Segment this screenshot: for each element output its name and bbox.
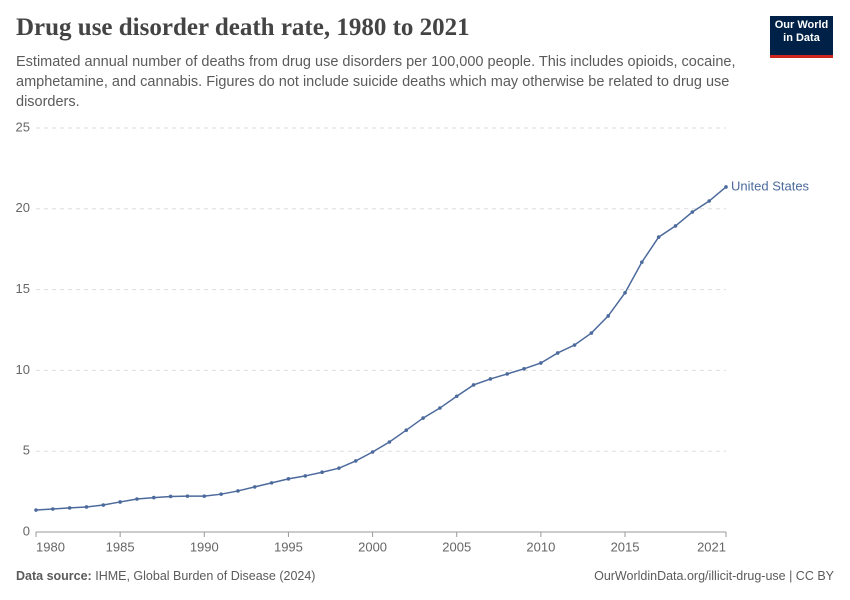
point (219, 492, 223, 496)
point (337, 466, 341, 470)
x-tick-label: 2000 (358, 539, 387, 554)
chart-subtitle: Estimated annual number of deaths from d… (16, 54, 736, 110)
point (606, 314, 610, 318)
point (724, 185, 728, 189)
point (656, 235, 661, 239)
point (303, 474, 308, 478)
point (67, 506, 72, 510)
point (505, 372, 510, 376)
line (35, 186, 727, 511)
point (589, 331, 594, 335)
point (135, 497, 139, 501)
y-tick-label: 10 (16, 362, 30, 377)
point (152, 495, 156, 500)
y-tick-label: 25 (16, 119, 30, 134)
logo-line: Our World (774, 19, 829, 31)
point (640, 260, 644, 264)
x-tick-label: 2015 (611, 539, 640, 554)
point (84, 505, 89, 509)
point (370, 450, 375, 454)
point (236, 489, 240, 493)
y-tick-label: 15 (16, 281, 30, 296)
source: Data source: IHME, Global Burden of Dise… (16, 569, 315, 583)
chart-title: Drug use disorder death rate, 1980 to 20… (16, 14, 470, 41)
point (269, 481, 274, 485)
series-label: United States (731, 178, 810, 193)
y-tick-label: 5 (23, 443, 30, 458)
point (286, 477, 291, 481)
point (673, 224, 678, 228)
point (572, 343, 577, 347)
source-label: Data source: (16, 569, 92, 583)
x-tick-label: 2005 (442, 539, 471, 554)
x-tick-label: 1990 (190, 539, 219, 554)
y-tick-label: 0 (23, 523, 30, 538)
source-text: IHME, Global Burden of Disease (2024) (95, 569, 316, 583)
point (118, 500, 122, 504)
point (51, 507, 55, 511)
x-tick-label: 1995 (274, 539, 303, 554)
point (690, 210, 695, 214)
point (454, 394, 459, 399)
point (353, 459, 358, 463)
point (185, 494, 190, 498)
x-tick-label: 1985 (106, 539, 135, 554)
point (101, 503, 106, 507)
point (522, 366, 526, 371)
url[interactable]: OurWorldinData.org/illicit-drug-use | CC… (594, 569, 834, 583)
point (471, 383, 476, 387)
logo-line: in Data (783, 32, 820, 44)
point (404, 428, 409, 432)
x-tick-label: 2010 (526, 539, 555, 554)
point (202, 494, 207, 498)
point (387, 440, 392, 444)
point (168, 494, 173, 499)
point (320, 470, 324, 475)
point (539, 361, 543, 365)
point (707, 199, 711, 203)
point (34, 508, 38, 512)
x-tick-label: 2021 (697, 539, 726, 554)
point (488, 377, 493, 381)
point (252, 485, 257, 489)
point (438, 406, 442, 410)
x-tick-label: 1980 (36, 539, 65, 554)
logo[interactable]: Our World in Data (770, 16, 833, 58)
y-tick-label: 20 (16, 200, 30, 215)
point (623, 291, 627, 295)
point (421, 416, 425, 420)
point (555, 351, 560, 355)
